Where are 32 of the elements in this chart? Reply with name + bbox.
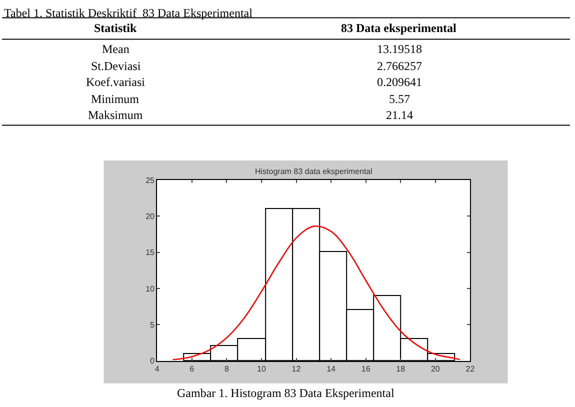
text: Tabel 1. Statistik Deskriktif 83 Data Eksperimental: [4, 6, 254, 20]
y-tick-label: 0: [150, 356, 156, 366]
line-series: [172, 226, 460, 360]
y-tick-label: 15: [146, 248, 156, 258]
x-tick-label: 22: [466, 364, 476, 374]
x-tick-label: 16: [361, 364, 371, 374]
text: Statistik: [94, 21, 137, 35]
text: Mean: [102, 42, 130, 56]
text: Maksimum: [88, 108, 144, 122]
chart-title: Histogram 83 data eksperimental: [255, 167, 373, 176]
x-tick-label: 6: [190, 364, 195, 374]
y-tick-label: 5: [150, 320, 156, 330]
y-tick-label: 10: [146, 284, 156, 294]
text: 13.19518: [377, 42, 422, 56]
x-tick-label: 14: [326, 364, 336, 374]
x-tick-label: 4: [154, 364, 160, 374]
text: 5.57: [389, 92, 410, 106]
text: 0.209641: [377, 75, 422, 89]
text: Gambar 1. Histogram 83 Data Eksperimental: [177, 386, 395, 400]
x-tick-label: 18: [396, 364, 406, 374]
text: 21.14: [386, 108, 413, 122]
y-tick-label: 20: [146, 212, 156, 221]
y-tick-label: 25: [146, 176, 156, 185]
text: Minimum: [91, 92, 140, 106]
text: Koef.variasi: [86, 75, 146, 89]
text: 2.766257: [377, 59, 422, 73]
x-tick-label: 20: [430, 364, 440, 374]
x-tick-label: 12: [292, 364, 302, 374]
text: St.Deviasi: [91, 59, 142, 73]
text: 83 Data eksperimental: [341, 21, 457, 35]
x-tick-label: 8: [224, 364, 230, 374]
x-tick-label: 10: [257, 364, 266, 374]
